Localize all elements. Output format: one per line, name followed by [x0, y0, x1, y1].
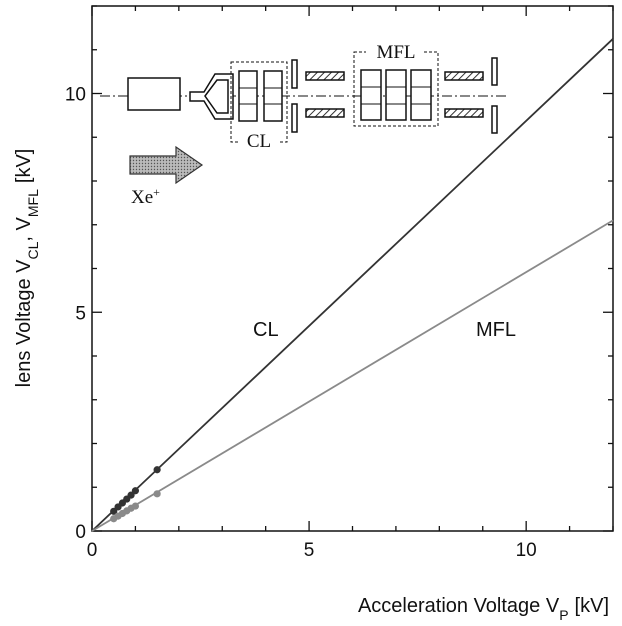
cl-electrode-2: [263, 70, 283, 122]
ion-label: Xe+: [131, 185, 160, 208]
aperture-1-top: [291, 59, 298, 89]
y-axis-ticks: 0 5 10: [65, 5, 613, 543]
mfl-electrode-2: [385, 69, 407, 121]
x-axis-title-unit: [kV]: [575, 595, 609, 617]
ion-source: [127, 77, 181, 111]
mfl-line-label: MFL: [476, 319, 516, 341]
y-axis-title-sub1: CL: [25, 241, 41, 259]
y-axis-title-mid: , V: [13, 216, 35, 241]
y-axis-title-unit: [kV]: [13, 149, 35, 183]
series-layer: [91, 38, 614, 532]
ion-label-symbol: Xe: [131, 187, 153, 208]
x-axis-title: Acceleration Voltage VP [kV]: [358, 595, 609, 623]
inset-mfl-label: MFL: [376, 42, 415, 63]
x-axis-title-main: Acceleration Voltage V: [358, 595, 560, 617]
lens-schematic-inset: [100, 51, 508, 185]
y-axis-title: lens Voltage VCL, VMFL [kV]: [13, 149, 41, 388]
deflector-2-top: [444, 71, 484, 81]
mfl-electrode-3: [410, 69, 432, 121]
x-tick-label: 0: [87, 540, 98, 561]
extractor-electrode: [189, 73, 234, 120]
y-axis-title-main: lens Voltage V: [13, 259, 35, 388]
beam-direction-arrow: [129, 145, 204, 185]
data-point-cl: [153, 466, 161, 474]
deflector-1-top: [305, 71, 345, 81]
mfl-electrode-1: [360, 69, 382, 121]
data-point-mfl: [153, 490, 161, 498]
data-point-cl: [110, 507, 118, 515]
data-point-mfl: [131, 502, 140, 510]
cl-line-label: CL: [253, 319, 279, 341]
data-point-cl: [127, 491, 135, 499]
deflector-1-bottom: [305, 108, 345, 118]
y-tick-label: 0: [75, 522, 86, 543]
inset-cl-label: CL: [247, 131, 271, 152]
ion-label-charge: +: [153, 185, 160, 199]
x-tick-label: 5: [304, 540, 315, 561]
cl-electrode-1: [238, 70, 258, 122]
series-line-mfl: [91, 219, 614, 532]
extractor-inner: [204, 79, 229, 114]
x-tick-label: 10: [516, 540, 537, 561]
x-axis-title-sub: P: [559, 607, 568, 623]
y-axis-title-sub2: MFL: [25, 189, 41, 217]
y-tick-label: 10: [65, 85, 86, 106]
y-tick-label: 5: [75, 303, 86, 324]
x-axis-ticks: 0 5 10: [87, 6, 614, 561]
data-point-cl: [131, 487, 140, 495]
aperture-1-bottom: [291, 103, 298, 133]
deflector-2-bottom: [444, 108, 484, 118]
aperture-2-bottom: [491, 105, 498, 134]
aperture-2-top: [491, 57, 498, 86]
cl-dashed-box: [230, 61, 288, 143]
series-line-cl: [91, 38, 614, 532]
